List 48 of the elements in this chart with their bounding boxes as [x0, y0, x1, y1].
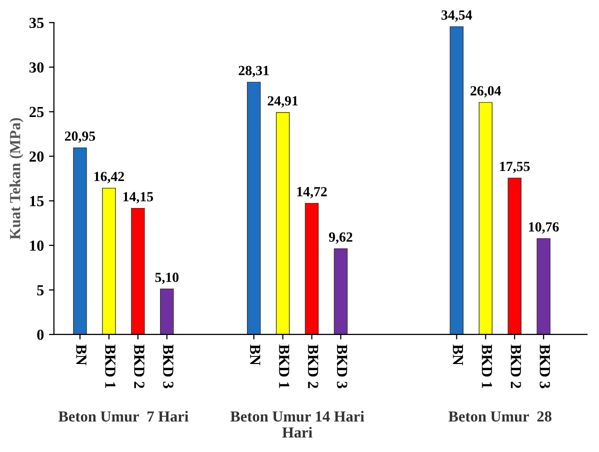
bar [450, 26, 464, 334]
bar [102, 188, 116, 334]
bar [246, 82, 261, 334]
y-tick-label: 30 [29, 62, 44, 73]
data-label: 14,72 [297, 186, 327, 198]
y-tick-label: 15 [30, 196, 44, 206]
data-label: 10,76 [529, 222, 559, 234]
data-label: 34,54 [442, 10, 472, 22]
bar [536, 238, 550, 334]
y-tick-label: 20 [30, 151, 44, 162]
x-tick-label: BN [250, 344, 260, 366]
x-tick-label: BN [76, 344, 86, 366]
y-tick-label: 0 [37, 330, 44, 340]
data-label: 24,91 [268, 96, 298, 108]
x-tick-label: BKD 1 [279, 344, 290, 388]
y-tick-label: 10 [30, 240, 44, 251]
x-tick-label: BKD 1 [482, 344, 492, 388]
data-label: 5,10 [155, 272, 179, 284]
x-tick-label: BKD 2 [134, 344, 144, 388]
y-tick-label: 25 [30, 106, 44, 118]
y-axis-title: Kuat Tekan (MPa) [10, 118, 24, 240]
x-tick-label: BKD 3 [540, 344, 550, 388]
y-tick-label: 5 [37, 285, 44, 296]
x-tick-label: BKD 2 [308, 344, 318, 388]
bar [334, 248, 348, 334]
bar [73, 147, 87, 334]
x-tick-label: BN [452, 344, 463, 366]
bar [131, 208, 145, 334]
text: Beton Umur 14 Hari Hari [230, 410, 364, 438]
y-tick-label: 35 [29, 18, 44, 28]
text: Beton Umur 28 [448, 411, 552, 422]
data-label: 26,04 [470, 86, 501, 98]
bar [304, 202, 319, 334]
x-tick-label: BKD 3 [336, 344, 348, 388]
bar [478, 102, 492, 334]
data-label: 20,95 [64, 131, 96, 143]
text: Beton Umur 7 Hari [58, 410, 188, 422]
data-label: 16,42 [94, 172, 124, 184]
bar [160, 288, 174, 334]
data-label: 14,15 [123, 192, 154, 204]
x-tick-label: BKD 3 [163, 344, 174, 388]
x-tick-label: BKD 2 [510, 344, 522, 388]
data-label: 17,55 [500, 162, 530, 174]
data-label: 9,62 [328, 232, 352, 244]
x-tick-label: BKD 1 [105, 344, 116, 388]
bar [508, 178, 522, 334]
bar [276, 112, 290, 334]
data-label: 28,31 [238, 66, 269, 78]
